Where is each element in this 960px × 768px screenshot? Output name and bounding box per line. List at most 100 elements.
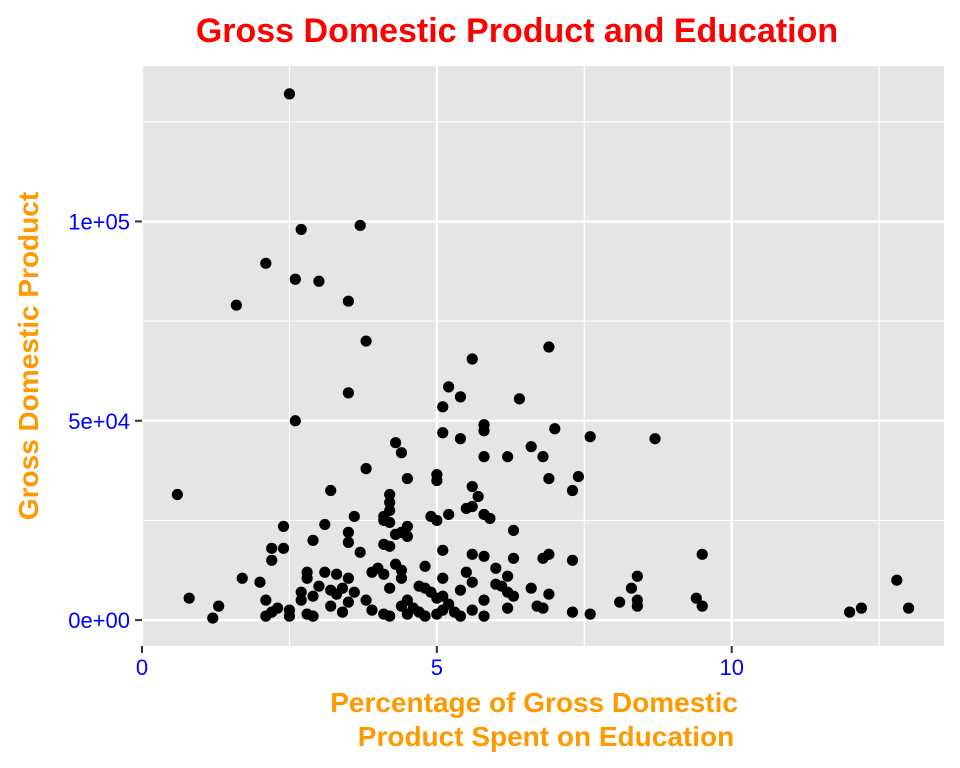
x-axis-title-line-1: Percentage of Gross Domestic <box>330 687 738 718</box>
y-axis-ticks: 0e+00 5e+04 1e+05 <box>68 209 142 633</box>
data-point <box>537 451 549 463</box>
data-point <box>266 554 278 566</box>
data-point <box>230 299 242 311</box>
major-gridlines <box>140 66 944 646</box>
data-point <box>466 576 478 588</box>
data-point <box>395 564 408 576</box>
data-point <box>507 590 520 602</box>
x-tick-label: 5 <box>431 655 443 680</box>
data-point <box>696 548 708 560</box>
x-axis-title: Percentage of Gross Domestic Product Spe… <box>330 687 745 752</box>
minor-gridlines <box>142 66 944 646</box>
data-point <box>502 602 514 614</box>
data-point <box>307 590 319 602</box>
data-point <box>283 610 296 622</box>
data-point <box>277 520 290 533</box>
data-point <box>266 542 278 554</box>
data-point <box>466 480 478 493</box>
data-point <box>301 572 313 584</box>
data-point <box>260 257 272 269</box>
data-point <box>319 566 331 578</box>
y-tick-label: 1e+05 <box>68 209 130 234</box>
data-point <box>631 600 643 612</box>
data-point <box>366 604 378 616</box>
data-point <box>631 570 643 582</box>
data-point <box>855 602 868 614</box>
data-point <box>490 562 502 574</box>
data-point <box>171 488 183 501</box>
data-point <box>454 433 467 445</box>
data-point <box>649 433 661 445</box>
data-point <box>354 219 366 232</box>
data-point <box>454 391 467 403</box>
data-point <box>336 606 349 618</box>
data-point <box>507 524 520 536</box>
data-point <box>437 401 449 413</box>
data-point <box>342 387 354 399</box>
data-point <box>183 592 195 604</box>
data-point <box>384 582 396 594</box>
y-axis-title: Gross Domestic Product <box>13 192 44 520</box>
data-point <box>891 574 903 586</box>
data-point <box>572 470 584 483</box>
data-point <box>537 552 549 564</box>
data-point <box>696 600 708 612</box>
data-point <box>507 552 520 564</box>
x-tick-label: 0 <box>136 655 148 680</box>
data-point <box>584 431 596 443</box>
data-point <box>207 612 219 624</box>
data-point <box>437 544 449 556</box>
data-point <box>325 600 337 612</box>
data-point <box>395 600 408 612</box>
data-point <box>472 490 484 503</box>
data-point <box>260 610 272 622</box>
data-point <box>295 586 307 598</box>
data-point <box>325 484 337 497</box>
data-point <box>348 586 360 598</box>
data-point <box>614 596 626 608</box>
data-point <box>307 534 319 546</box>
data-point <box>389 437 402 449</box>
data-point <box>478 594 490 606</box>
data-point <box>502 570 514 582</box>
y-tick-label: 5e+04 <box>68 409 130 434</box>
data-point <box>460 502 472 515</box>
data-point <box>549 423 561 435</box>
data-point <box>437 572 449 584</box>
data-point <box>384 496 396 509</box>
data-point <box>331 568 343 580</box>
data-point <box>478 425 490 437</box>
data-point <box>502 451 514 463</box>
data-point <box>342 536 354 548</box>
data-point <box>566 554 579 566</box>
data-point <box>254 576 266 588</box>
data-point <box>313 580 325 592</box>
data-point <box>313 275 325 287</box>
data-point <box>566 484 579 497</box>
data-point <box>566 606 579 618</box>
data-point <box>289 273 301 285</box>
data-point <box>513 393 526 405</box>
data-point <box>366 566 378 578</box>
x-tick-label: 10 <box>719 655 743 680</box>
data-point <box>295 223 307 236</box>
chart-title: Gross Domestic Product and Education <box>196 12 838 50</box>
data-point <box>401 530 413 542</box>
data-point <box>431 592 443 604</box>
data-point <box>236 572 248 584</box>
data-point <box>690 592 702 604</box>
y-tick-label: 0e+00 <box>68 608 130 633</box>
data-point <box>378 568 390 580</box>
data-point <box>454 584 467 596</box>
data-point <box>460 566 472 578</box>
data-point <box>289 415 301 427</box>
data-point <box>431 514 443 527</box>
data-point <box>360 463 372 475</box>
data-point <box>395 572 408 584</box>
data-point <box>342 295 354 307</box>
data-point <box>319 518 331 531</box>
data-point <box>543 588 555 600</box>
data-point <box>384 516 396 529</box>
x-axis-ticks: 0 5 10 <box>136 646 744 680</box>
